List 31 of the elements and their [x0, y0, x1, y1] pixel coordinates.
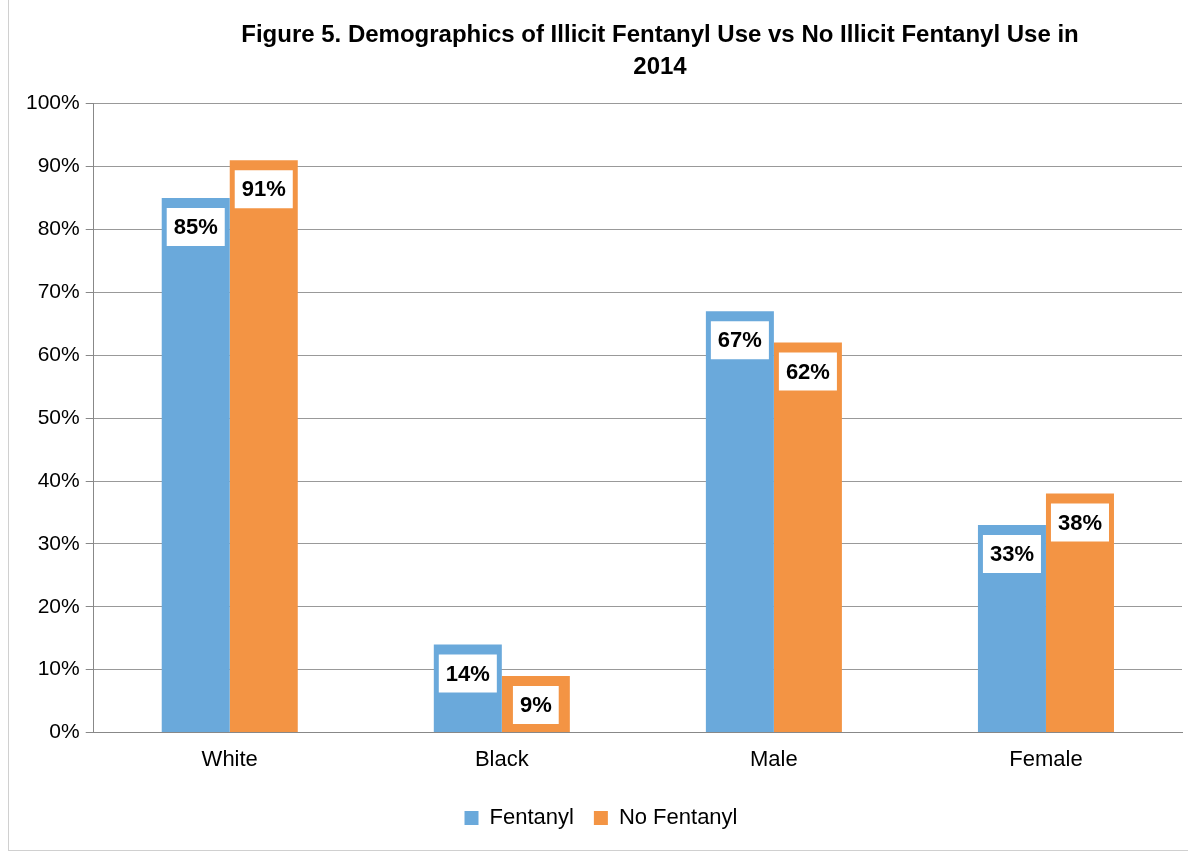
y-tick-label: 20%	[37, 593, 80, 617]
legend-label: Fentanyl	[489, 804, 574, 830]
y-tick-label: 10%	[37, 656, 80, 680]
bar	[1045, 493, 1114, 733]
x-tick-label: Female	[1009, 745, 1083, 771]
data-label: 67%	[717, 327, 762, 353]
legend-label: No Fentanyl	[618, 804, 738, 830]
y-tick-label: 30%	[37, 530, 80, 554]
bar	[773, 342, 842, 733]
data-label: 85%	[173, 214, 218, 240]
y-tick-label: 0%	[49, 719, 80, 743]
y-tick-label: 90%	[37, 153, 80, 177]
y-tick-label: 60%	[37, 342, 80, 365]
data-label: 33%	[989, 541, 1034, 567]
y-tick-label: 40%	[37, 467, 80, 491]
data-label: 38%	[1057, 509, 1102, 535]
data-label: 91%	[241, 176, 286, 202]
data-label: 9%	[519, 692, 552, 718]
bar	[229, 160, 298, 733]
y-tick-label: 70%	[37, 279, 80, 303]
y-tick-label: 80%	[37, 216, 80, 240]
x-tick-label: Male	[750, 745, 798, 771]
data-label: 14%	[445, 660, 490, 686]
bar	[161, 197, 230, 733]
bar	[705, 311, 774, 733]
y-tick-label: 100%	[25, 90, 80, 114]
x-tick-label: Black	[474, 745, 530, 771]
y-tick-label: 50%	[37, 404, 80, 428]
chart-title: Figure 5. Demographics of Illicit Fentanyl Use vs No Illicit Fentanyl Use in 2014	[240, 19, 1080, 81]
x-tick-label: White	[201, 745, 258, 771]
data-label: 62%	[785, 358, 830, 384]
